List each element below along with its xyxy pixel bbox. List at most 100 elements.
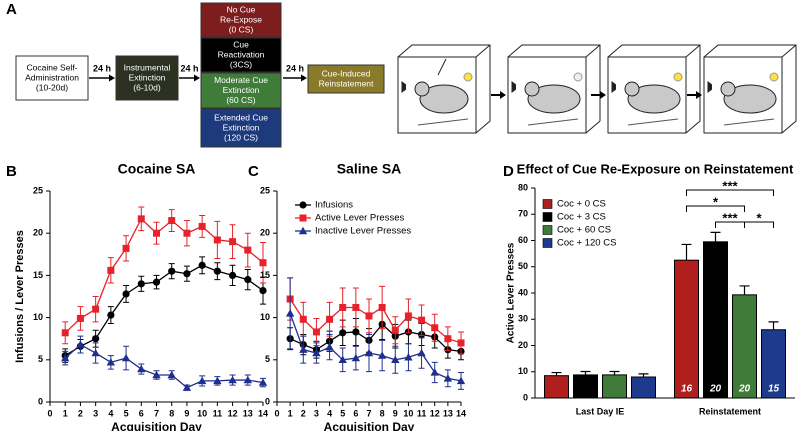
- arrow-head: [301, 74, 307, 82]
- y-tick-label: 60: [518, 235, 528, 245]
- marker: [92, 335, 100, 343]
- sample-size: 16: [681, 384, 693, 395]
- x-tick-label: 2: [301, 408, 306, 418]
- x-tick-label: 1: [288, 408, 293, 418]
- chart-title: Cocaine SA: [118, 161, 196, 177]
- sample-size: 20: [738, 384, 751, 395]
- stage-text: Extinction: [223, 122, 260, 132]
- stage-text: Extinction: [129, 72, 166, 82]
- y-axis-label: Active Lever Presses: [506, 242, 517, 343]
- marker: [107, 266, 115, 274]
- legend-label: Coc + 3 CS: [557, 212, 606, 223]
- marker: [183, 229, 191, 237]
- bar: [674, 259, 699, 399]
- bar: [544, 375, 569, 399]
- y-tick-label: 20: [260, 228, 270, 238]
- x-tick-label: 11: [213, 408, 223, 418]
- marker: [182, 383, 192, 391]
- marker: [378, 303, 386, 311]
- y-tick-label: 10: [518, 366, 528, 376]
- marker: [352, 303, 360, 311]
- marker: [312, 328, 320, 336]
- x-tick-label: 3: [314, 408, 319, 418]
- marker: [312, 348, 321, 357]
- marker: [259, 259, 267, 267]
- marker: [299, 315, 307, 323]
- x-tick-label: 5: [124, 408, 129, 418]
- bar: [761, 329, 786, 399]
- marker: [352, 328, 360, 336]
- stage-text: (120 CS): [224, 132, 258, 142]
- y-tick-label: 0: [38, 396, 43, 406]
- x-tick-label: 10: [403, 408, 413, 418]
- marker: [213, 267, 221, 275]
- stage-text: Extended Cue: [214, 112, 268, 122]
- marker: [404, 312, 412, 320]
- y-tick-label: 10: [33, 312, 43, 322]
- y-tick-label: 0: [523, 392, 528, 402]
- significance-bracket: [744, 221, 774, 228]
- error-bar: [551, 371, 562, 376]
- stage-text: Reinstatement: [319, 78, 374, 88]
- y-tick-label: 5: [38, 354, 43, 364]
- marker: [443, 374, 453, 382]
- arrow-head: [194, 74, 200, 82]
- marker: [430, 368, 439, 376]
- stage-text: Cocaine Self-: [26, 62, 77, 72]
- legend-label: Coc + 60 CS: [557, 225, 611, 236]
- stage-box: [200, 72, 282, 109]
- stage-text: (10-20d): [36, 82, 68, 92]
- significance-label: *: [756, 210, 762, 225]
- error-bar: [768, 321, 779, 330]
- panel-label: A: [6, 1, 17, 18]
- marker: [325, 342, 334, 351]
- marker: [106, 358, 116, 366]
- marker: [298, 226, 308, 235]
- x-tick-label: 6: [139, 408, 144, 418]
- marker: [183, 270, 191, 278]
- marker: [61, 329, 69, 337]
- marker: [391, 326, 399, 334]
- significance-bracket: [686, 189, 774, 196]
- y-tick-label: 20: [33, 228, 43, 238]
- significance-label: ***: [722, 178, 738, 193]
- marker: [198, 261, 206, 269]
- y-tick-label: 15: [260, 270, 270, 280]
- x-tick-label: 9: [393, 408, 398, 418]
- legend-swatch: [542, 225, 553, 235]
- marker: [167, 370, 176, 379]
- error-bar: [638, 373, 649, 377]
- stage-text: Administration: [25, 72, 79, 82]
- legend-label: Inactive Lever Presses: [315, 226, 411, 237]
- error-bar: [609, 370, 620, 375]
- x-axis-label: Acquisition Day: [324, 420, 415, 431]
- marker: [259, 286, 267, 295]
- x-tick-label: 5: [340, 408, 345, 418]
- legend-label: Active Lever Presses: [315, 213, 404, 224]
- stage-text: Cue: [233, 39, 249, 49]
- x-tick-label: 0: [47, 408, 52, 418]
- x-tick-label: 8: [380, 408, 385, 418]
- stage-text: Re-Expose: [220, 14, 262, 24]
- marker: [244, 246, 252, 254]
- chart-title: Effect of Cue Re-Exposure on Reinstateme…: [517, 161, 794, 176]
- y-tick-label: 30: [518, 314, 528, 324]
- x-tick-label: 14: [456, 408, 466, 418]
- x-tick-label: Reinstatement: [699, 406, 761, 416]
- marker: [229, 238, 237, 246]
- x-tick-label: 0: [274, 408, 279, 418]
- x-tick-label: 2: [78, 408, 83, 418]
- sample-size: 15: [768, 384, 780, 395]
- marker: [122, 290, 130, 298]
- stage-box: [115, 55, 179, 101]
- arrow-head: [109, 74, 115, 82]
- marker: [197, 376, 207, 385]
- stage-text: No Cue: [227, 4, 256, 14]
- marker: [299, 201, 307, 209]
- marker: [431, 324, 439, 332]
- marker: [137, 364, 146, 373]
- x-tick-label: 4: [327, 408, 332, 418]
- chart-title: Saline SA: [337, 161, 402, 177]
- marker: [417, 348, 426, 357]
- marker: [92, 305, 100, 313]
